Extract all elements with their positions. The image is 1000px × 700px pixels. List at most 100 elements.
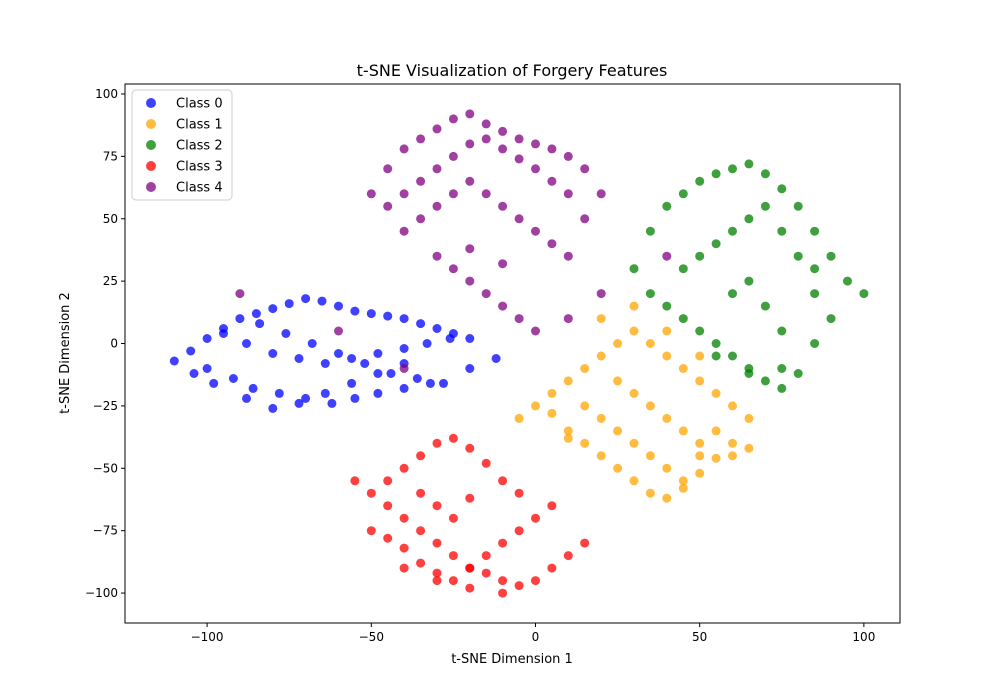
data-point	[744, 443, 754, 453]
data-point	[498, 201, 508, 211]
data-point	[760, 376, 770, 386]
series-class-2	[629, 159, 869, 393]
data-point	[531, 139, 540, 149]
data-point	[777, 364, 787, 373]
data-point	[334, 301, 343, 311]
data-point	[383, 201, 393, 211]
data-point	[563, 433, 573, 443]
data-point	[416, 558, 426, 568]
data-point	[317, 296, 327, 306]
data-point	[629, 438, 639, 448]
data-point	[465, 276, 475, 286]
data-point	[678, 483, 688, 493]
data-point	[481, 289, 491, 299]
data-point	[547, 388, 557, 398]
data-point	[255, 319, 265, 329]
y-tick-label: 75	[103, 149, 118, 163]
data-point	[481, 119, 491, 129]
data-point	[563, 314, 573, 324]
data-point	[760, 301, 770, 311]
data-point	[547, 176, 557, 186]
legend-label: Class 3	[176, 160, 223, 175]
legend-box	[131, 89, 233, 201]
x-axis-label: t-SNE Dimension 1	[451, 652, 573, 667]
data-point	[219, 329, 228, 338]
data-point	[209, 378, 219, 388]
data-point	[662, 201, 672, 211]
data-point	[563, 189, 573, 199]
x-tick-label: 100	[852, 630, 875, 644]
x-tick-label: 50	[692, 630, 707, 644]
data-point	[547, 239, 557, 249]
data-point	[678, 264, 688, 274]
data-point	[383, 164, 393, 174]
data-point	[514, 581, 524, 591]
data-point	[810, 339, 820, 348]
data-point	[320, 388, 330, 398]
data-point	[629, 388, 639, 398]
legend-label: Class 2	[176, 139, 223, 154]
data-point	[777, 226, 787, 236]
data-point	[432, 538, 442, 548]
data-point	[810, 264, 820, 274]
data-point	[793, 201, 803, 211]
series-class-4	[235, 109, 672, 373]
data-point	[448, 151, 458, 161]
data-point	[448, 189, 458, 199]
data-point	[432, 164, 442, 174]
data-point	[242, 339, 251, 348]
y-tick-label: −75	[93, 524, 118, 538]
data-point	[498, 301, 508, 311]
data-point	[301, 393, 311, 403]
data-point	[711, 453, 721, 463]
data-point	[711, 239, 721, 249]
data-point	[695, 176, 705, 186]
legend-label: Class 0	[176, 97, 223, 112]
data-point	[242, 393, 251, 403]
data-point	[399, 543, 409, 553]
data-point	[662, 493, 672, 503]
data-point	[645, 339, 655, 348]
data-point	[531, 326, 540, 336]
data-point	[425, 378, 435, 388]
data-point	[613, 463, 623, 473]
data-point	[662, 463, 672, 473]
data-point	[347, 378, 357, 388]
data-point	[645, 289, 655, 299]
data-point	[465, 334, 475, 343]
data-point	[531, 576, 540, 586]
x-tick-label: 0	[532, 630, 540, 644]
data-point	[416, 488, 426, 498]
data-point	[645, 488, 655, 498]
data-point	[481, 458, 491, 468]
data-point	[596, 289, 606, 299]
legend-marker	[146, 161, 156, 171]
data-point	[481, 134, 491, 144]
data-point	[169, 356, 179, 366]
data-point	[294, 398, 304, 408]
data-point	[580, 164, 590, 174]
data-point	[448, 433, 458, 443]
data-point	[695, 468, 705, 478]
data-point	[777, 383, 787, 393]
y-axis-label: t-SNE Dimension 2	[58, 292, 73, 414]
data-point	[432, 201, 442, 211]
data-point	[514, 214, 524, 224]
data-point	[613, 376, 623, 386]
data-point	[498, 144, 508, 154]
x-tick-label: −100	[191, 630, 224, 644]
data-point	[744, 159, 754, 169]
data-point	[432, 251, 442, 261]
series-class-0	[169, 294, 501, 413]
data-point	[678, 314, 688, 324]
data-point	[399, 383, 409, 393]
data-point	[294, 354, 304, 363]
data-point	[202, 334, 212, 343]
legend-label: Class 1	[176, 118, 223, 133]
data-point	[465, 443, 475, 453]
data-point	[448, 576, 458, 586]
data-point	[399, 563, 409, 573]
data-point	[514, 413, 524, 423]
data-point	[662, 251, 672, 261]
